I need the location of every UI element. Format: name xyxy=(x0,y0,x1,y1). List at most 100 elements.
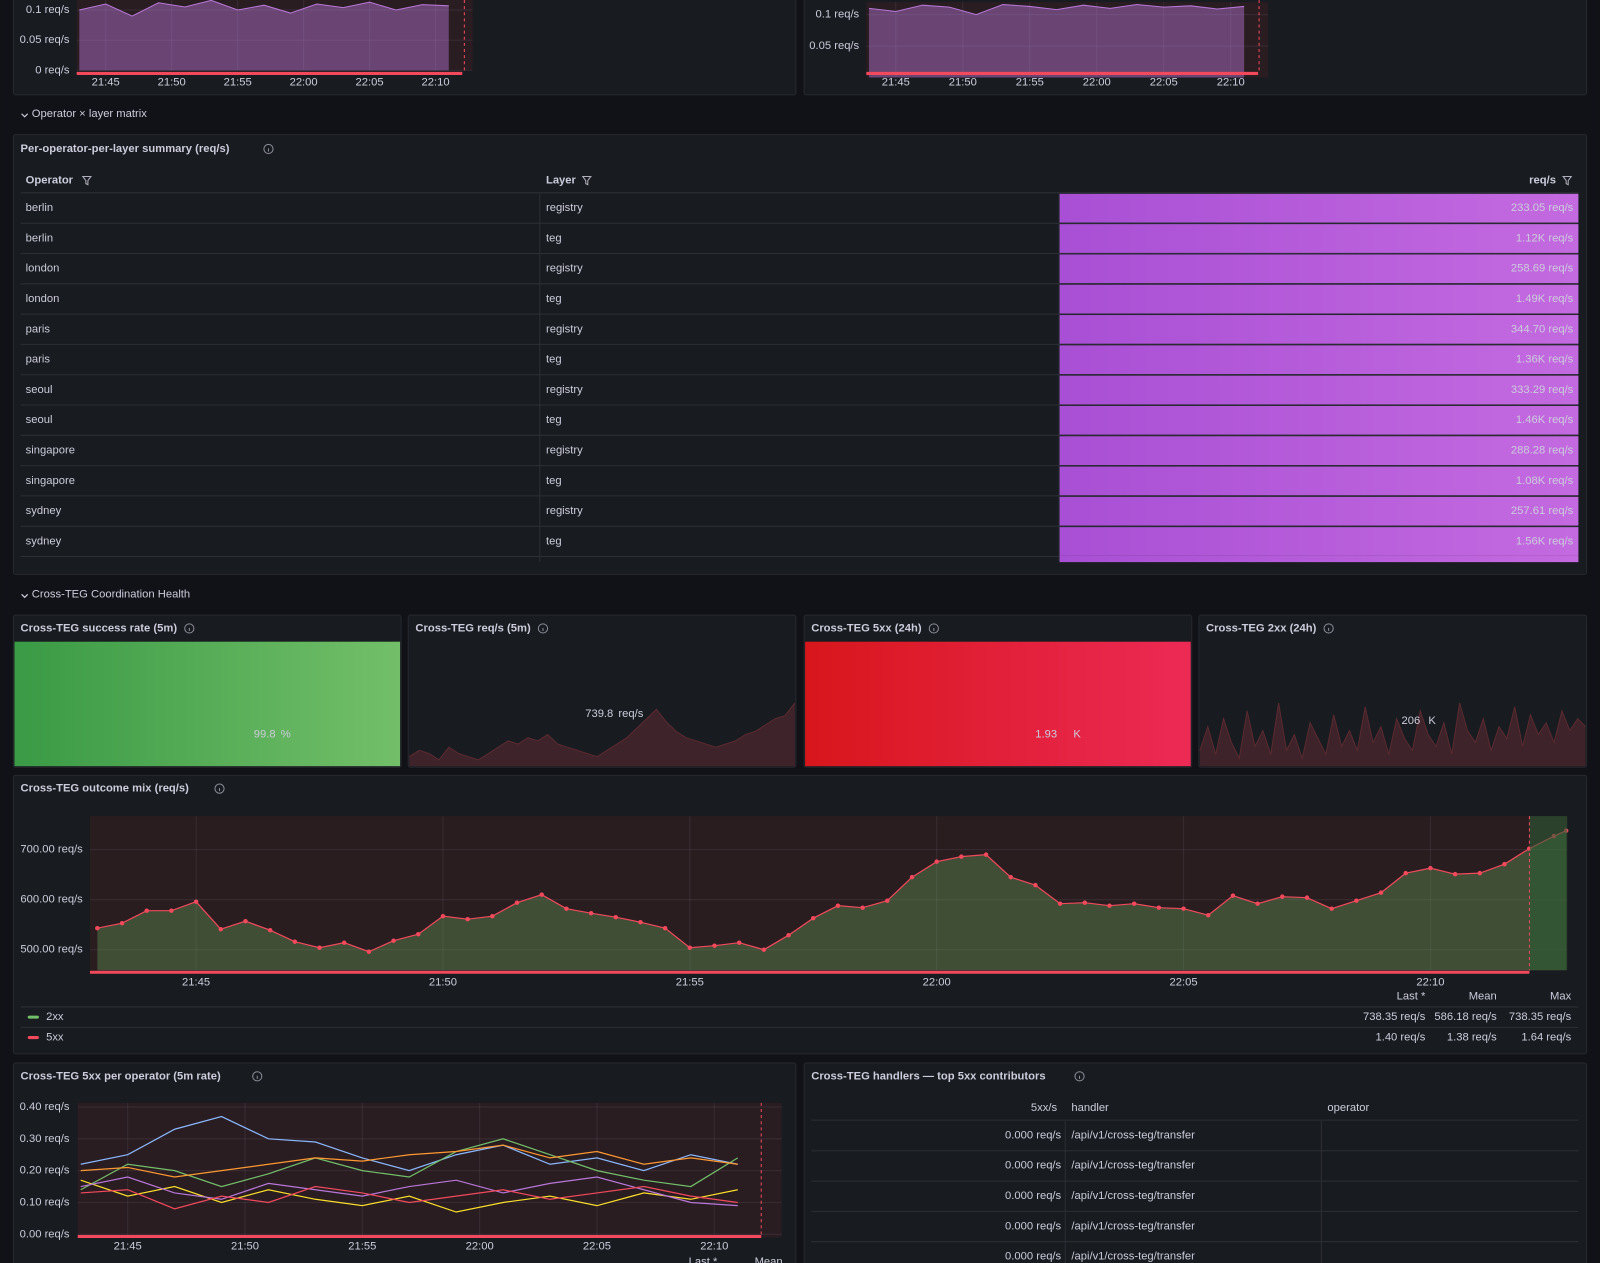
series-line xyxy=(80,1138,739,1191)
x-tick-label: 22:05 xyxy=(356,77,384,89)
future-region xyxy=(1529,816,1568,971)
data-point xyxy=(1502,861,1507,867)
cell: registry xyxy=(546,323,583,335)
plot-area xyxy=(866,2,1269,78)
stat-value: 206 xyxy=(1402,715,1421,727)
data-point xyxy=(761,947,767,952)
x-tick-label: 22:10 xyxy=(1217,77,1245,89)
area-line xyxy=(79,0,449,17)
legend-value: 1.40 req/s xyxy=(1375,1032,1425,1044)
legend-swatch xyxy=(27,1036,39,1040)
legend-label: 5xx xyxy=(46,1032,64,1044)
panel-title: Per-operator-per-layer summary (req/s) xyxy=(21,143,230,155)
data-point xyxy=(1280,894,1285,899)
panel-title: Cross-TEG success rate (5m) xyxy=(21,622,178,634)
cell: 258.69 req/s xyxy=(1511,263,1574,275)
stat-unit: K xyxy=(1073,729,1081,741)
sparkline-line xyxy=(1199,702,1586,761)
cell: singapore xyxy=(26,444,75,456)
bar-gauge-cell xyxy=(1059,284,1579,314)
bar-gauge-cell xyxy=(1059,466,1579,496)
collapse-chevron xyxy=(21,593,29,599)
column-header: Layer xyxy=(546,175,577,187)
data-point xyxy=(909,874,915,880)
column-header: req/s xyxy=(1529,175,1556,187)
data-point xyxy=(366,949,372,954)
x-tick-label: 21:45 xyxy=(882,77,910,89)
cell: london xyxy=(26,263,60,275)
data-point xyxy=(119,920,125,926)
data-point xyxy=(539,892,544,897)
y-tick-label: 0.10 req/s xyxy=(20,1196,70,1208)
cell: /api/v1/cross-teg/transfer xyxy=(1071,1129,1195,1141)
cell: berlin xyxy=(26,232,53,244)
cell: registry xyxy=(546,263,583,275)
data-point xyxy=(1205,912,1211,918)
y-tick-label: 0.1 req/s xyxy=(816,9,860,21)
data-point xyxy=(1403,870,1408,876)
data-point xyxy=(514,900,520,905)
y-tick-label: 0.1 req/s xyxy=(26,4,70,16)
y-tick-label: 0.40 req/s xyxy=(20,1101,70,1113)
cell: registry xyxy=(546,384,583,396)
panel xyxy=(803,1062,1588,1263)
data-point xyxy=(811,915,816,921)
cell: registry xyxy=(546,505,583,517)
x-tick-label: 22:10 xyxy=(1416,976,1444,988)
data-point xyxy=(144,908,149,913)
sparkline-line xyxy=(408,702,796,761)
sparkline-fill xyxy=(409,702,795,767)
data-point xyxy=(440,913,446,919)
cell: 1.12K req/s xyxy=(1516,232,1574,244)
x-tick-label: 22:05 xyxy=(1150,77,1178,89)
area-fill xyxy=(97,830,1567,971)
data-point xyxy=(1181,906,1186,911)
legend-header: Mean xyxy=(1469,991,1497,1003)
cell: registry xyxy=(546,444,583,456)
stat-background xyxy=(805,641,1191,767)
series-line xyxy=(80,1176,738,1207)
data-point xyxy=(564,906,569,911)
cell: singapore xyxy=(26,475,75,487)
column-header: Operator xyxy=(26,175,74,187)
panel-title: Cross-TEG 2xx (24h) xyxy=(1206,622,1317,634)
cell: berlin xyxy=(26,202,53,214)
bar-gauge-cell xyxy=(1059,224,1579,253)
cell: /api/v1/cross-teg/transfer xyxy=(1071,1190,1195,1202)
data-point xyxy=(934,859,939,864)
cell: teg xyxy=(546,354,562,366)
cell: /api/v1/cross-teg/transfer xyxy=(1071,1251,1195,1263)
stat-unit: % xyxy=(281,729,291,741)
info-icon xyxy=(184,623,195,634)
cell: 257.61 req/s xyxy=(1511,505,1574,517)
legend-header: Last * xyxy=(1397,991,1426,1003)
y-tick-label: 500.00 req/s xyxy=(20,944,83,956)
bar-gauge-cell xyxy=(1059,405,1579,435)
data-point xyxy=(1452,871,1458,877)
bar-gauge-cell xyxy=(1059,556,1579,563)
legend-header: Max xyxy=(1550,991,1572,1003)
data-point xyxy=(860,905,865,910)
x-tick-label: 21:50 xyxy=(158,77,186,89)
data-point xyxy=(613,914,619,920)
collapse-chevron xyxy=(21,113,29,118)
data-point xyxy=(786,932,791,938)
data-point xyxy=(243,918,248,924)
cell: /api/v1/cross-teg/transfer xyxy=(1071,1160,1195,1172)
y-tick-label: 0.05 req/s xyxy=(20,34,70,46)
data-point xyxy=(588,910,594,916)
legend-value: 1.38 req/s xyxy=(1447,1032,1497,1044)
data-point xyxy=(267,927,273,933)
info-icon xyxy=(1323,623,1334,634)
info-icon xyxy=(537,623,549,634)
info-icon xyxy=(214,783,225,794)
cell: 1.08K req/s xyxy=(1516,475,1574,487)
cell: sydney xyxy=(26,535,62,547)
panel xyxy=(407,614,797,768)
cell: sydney xyxy=(26,505,62,517)
cell: teg xyxy=(546,232,562,244)
y-tick-label: 0.05 req/s xyxy=(809,40,859,52)
cell: 0.000 req/s xyxy=(1005,1220,1062,1232)
data-point xyxy=(292,939,298,944)
data-point xyxy=(169,908,174,913)
